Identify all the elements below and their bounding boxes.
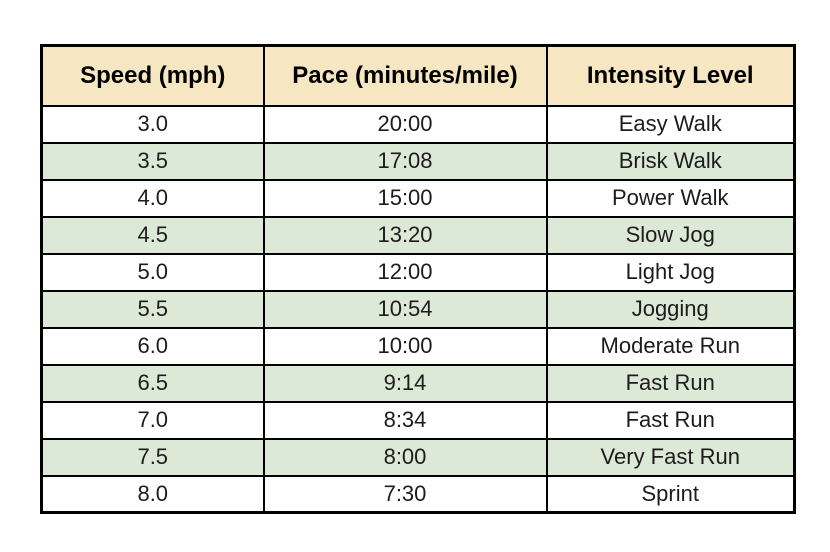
table-row: 3.5 17:08 Brisk Walk [40,141,796,181]
table-row: 6.0 10:00 Moderate Run [40,326,796,366]
speed-cell: 4.0 [40,178,265,218]
intensity-cell: Jogging [545,289,796,329]
intensity-cell: Slow Jog [545,215,796,255]
column-header-speed: Speed (mph) [40,44,265,107]
table-row: 5.0 12:00 Light Jog [40,252,796,292]
header-row: Speed (mph) Pace (minutes/mile) Intensit… [40,44,796,107]
pace-cell: 13:20 [262,215,548,255]
speed-cell: 7.5 [40,437,265,477]
intensity-cell: Light Jog [545,252,796,292]
speed-cell: 4.5 [40,215,265,255]
table-body: 3.0 20:00 Easy Walk 3.5 17:08 Brisk Walk 4.0 15… [40,104,796,514]
table-row: 6.5 9:14 Fast Run [40,363,796,403]
intensity-cell: Fast Run [545,363,796,403]
table-row: 4.5 13:20 Slow Jog [40,215,796,255]
intensity-cell: Fast Run [545,400,796,440]
table-row: 7.0 8:34 Fast Run [40,400,796,440]
pace-cell: 10:00 [262,326,548,366]
intensity-cell: Very Fast Run [545,437,796,477]
pace-cell: 8:00 [262,437,548,477]
pace-cell: 9:14 [262,363,548,403]
pace-cell: 17:08 [262,141,548,181]
pace-cell: 15:00 [262,178,548,218]
speed-cell: 8.0 [40,474,265,514]
intensity-cell: Sprint [545,474,796,514]
speed-pace-intensity-table: Speed (mph) Pace (minutes/mile) Intensit… [40,44,796,514]
pace-cell: 20:00 [262,104,548,144]
speed-cell: 6.0 [40,326,265,366]
intensity-cell: Power Walk [545,178,796,218]
speed-cell: 6.5 [40,363,265,403]
intensity-cell: Moderate Run [545,326,796,366]
column-header-pace: Pace (minutes/mile) [262,44,548,107]
table-row: 7.5 8:00 Very Fast Run [40,437,796,477]
speed-cell: 5.5 [40,289,265,329]
speed-cell: 3.5 [40,141,265,181]
table-row: 5.5 10:54 Jogging [40,289,796,329]
pace-cell: 8:34 [262,400,548,440]
pace-cell: 10:54 [262,289,548,329]
speed-cell: 7.0 [40,400,265,440]
table-row: 8.0 7:30 Sprint [40,474,796,514]
table-row: 3.0 20:00 Easy Walk [40,104,796,144]
table-row: 4.0 15:00 Power Walk [40,178,796,218]
pace-cell: 12:00 [262,252,548,292]
pace-cell: 7:30 [262,474,548,514]
speed-cell: 3.0 [40,104,265,144]
intensity-cell: Brisk Walk [545,141,796,181]
speed-cell: 5.0 [40,252,265,292]
column-header-intensity: Intensity Level [545,44,796,107]
intensity-cell: Easy Walk [545,104,796,144]
